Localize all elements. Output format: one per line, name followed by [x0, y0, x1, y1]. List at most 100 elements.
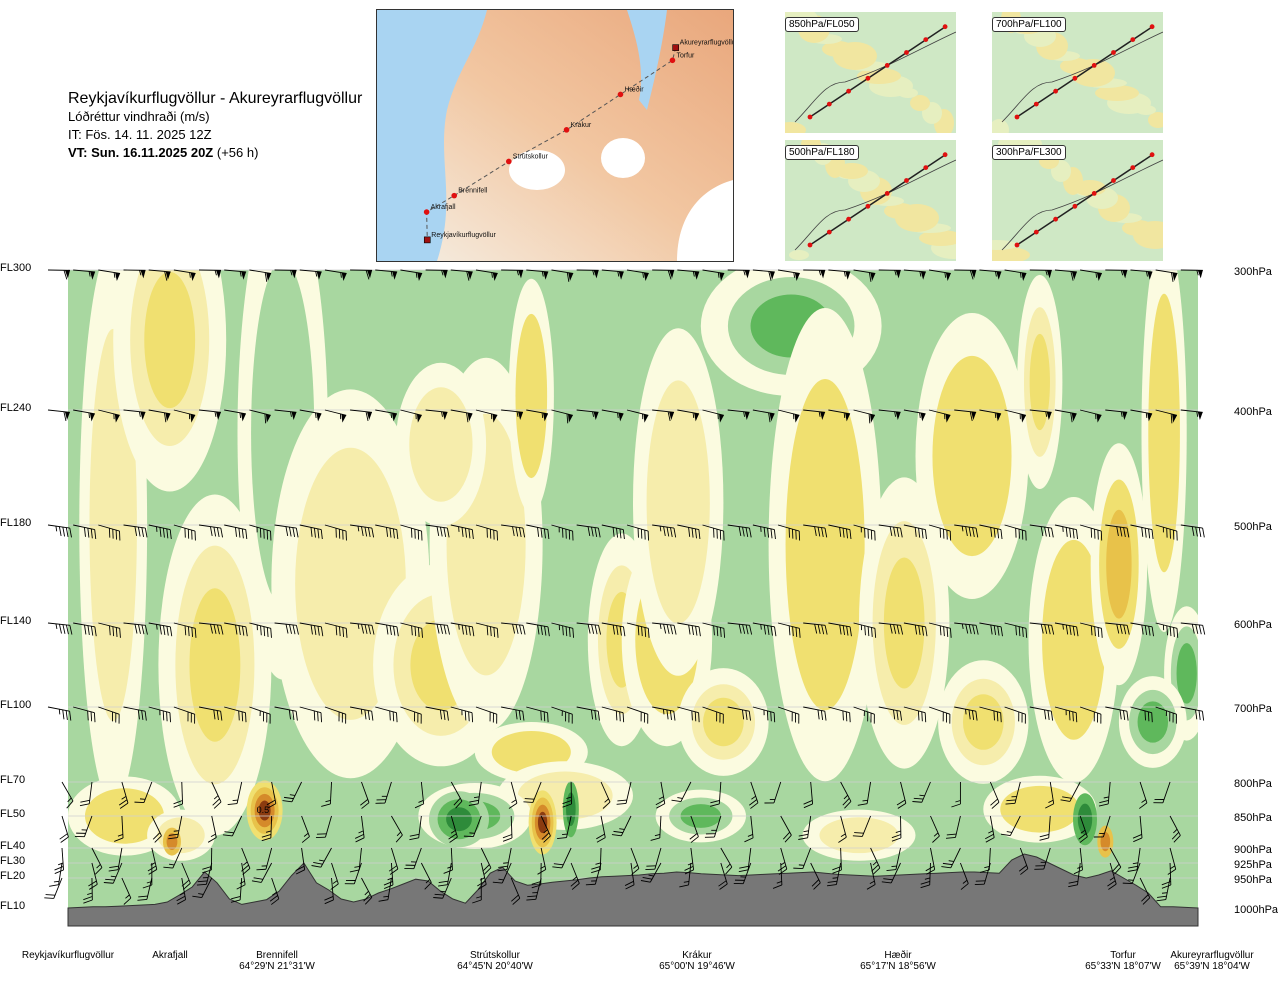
barb-400-6	[198, 409, 221, 421]
barb-950-13	[433, 877, 452, 899]
barb-300-22	[601, 269, 624, 280]
barb-300-31	[828, 269, 851, 280]
barb-300-7	[224, 269, 247, 280]
barb-800-27	[857, 781, 872, 806]
barb-500-3	[123, 524, 148, 538]
barb-800-34	[1060, 781, 1081, 802]
barb-900-23	[738, 847, 752, 873]
route-point-label: Akureyrarflugvöllur	[680, 40, 733, 47]
mini-map-waypoint	[1091, 191, 1097, 196]
route-point-label: Reykjavíkurflugvöllur	[431, 232, 496, 239]
barb-300-18	[501, 269, 524, 279]
barb-500-11	[324, 524, 347, 541]
barb-900-20	[645, 847, 662, 871]
barb-900-33	[1034, 847, 1051, 870]
barb-600-4	[148, 622, 173, 637]
barb-500-12	[350, 524, 375, 538]
barb-600-27	[727, 622, 753, 635]
barb-700-20	[551, 706, 573, 724]
barb-925-26	[826, 862, 842, 887]
barb-500-44	[1155, 524, 1178, 541]
terrain-profile	[67, 853, 1199, 927]
barb-700-13	[375, 706, 398, 723]
mini-map-waypoint	[884, 191, 890, 196]
barb-300-24	[652, 269, 675, 280]
mini-map-waypoint	[1072, 75, 1078, 81]
mini-map-route	[1016, 26, 1153, 118]
barb-800-1	[79, 781, 93, 807]
barb-400-32	[853, 409, 876, 424]
barb-300-45	[1180, 269, 1203, 279]
barb-400-9	[274, 409, 297, 421]
barb-300-36	[954, 269, 977, 280]
lead-time: (+56 h)	[216, 145, 259, 160]
barb-850-32	[1000, 815, 1021, 837]
barb-800-3	[134, 781, 153, 803]
barb-800-37	[1153, 781, 1171, 804]
barb-925-2	[103, 862, 123, 884]
barb-850-12	[409, 815, 422, 841]
glacier-3	[677, 180, 733, 261]
mini-map-coast	[1001, 31, 1163, 123]
barb-700-4	[148, 706, 171, 723]
barb-400-31	[828, 409, 851, 422]
barb-850-15	[502, 815, 513, 842]
barb-600-12	[350, 622, 375, 635]
barb-500-36	[954, 524, 979, 538]
barb-600-34	[903, 622, 928, 637]
barb-600-35	[928, 622, 952, 638]
barb-850-20	[650, 815, 662, 841]
barb-300-34	[903, 269, 926, 280]
barb-300-28	[752, 269, 775, 281]
mini-map-waypoint	[942, 24, 948, 30]
barb-500-0	[47, 524, 72, 538]
barb-500-40	[1054, 524, 1078, 540]
route-point-label: Krákur	[571, 122, 592, 129]
barb-600-21	[576, 622, 602, 635]
barb-300-30	[803, 269, 826, 279]
barb-300-3	[123, 269, 146, 279]
mini-map-waypoint	[1033, 229, 1039, 235]
route-point-label: Akrafjall	[431, 204, 456, 211]
barb-700-1	[73, 706, 96, 723]
barb-300-26	[702, 269, 725, 282]
barb-300-44	[1155, 269, 1178, 282]
barb-500-15	[425, 524, 450, 538]
barb-800-7	[266, 781, 277, 809]
glacier-2	[601, 138, 645, 178]
barb-950-0	[44, 877, 63, 899]
barb-850-36	[1132, 815, 1143, 843]
barb-900-2	[108, 847, 123, 872]
barb-850-6	[222, 815, 243, 837]
barb-300-16	[450, 269, 473, 281]
barb-700-29	[777, 706, 800, 724]
barb-500-22	[601, 524, 625, 540]
barb-900-37	[1167, 847, 1177, 875]
barb-300-21	[576, 269, 599, 279]
barb-925-36	[1122, 862, 1141, 884]
valid-time: VT: Sun. 16.11.2025 20Z	[68, 145, 214, 160]
barb-800-25	[803, 781, 814, 809]
mini-map-shade	[833, 42, 877, 70]
mini-map-shade	[1136, 105, 1156, 115]
barb-700-44	[1155, 706, 1177, 724]
barb-400-1	[73, 409, 95, 422]
barb-500-8	[249, 524, 272, 541]
barb-400-8	[249, 409, 271, 424]
barb-925-5	[196, 862, 213, 886]
mini-map-waypoint	[1130, 165, 1136, 170]
barb-500-13	[375, 524, 399, 540]
barb-400-25	[677, 409, 700, 422]
route-map: Akureyrarflugvöllur Torfur Hæðir Krákur Strú…	[376, 9, 734, 262]
barb-600-7	[224, 622, 248, 637]
barb-300-5	[173, 269, 196, 282]
mini-map-waypoint	[846, 216, 851, 222]
barb-400-45	[1180, 409, 1203, 421]
barb-400-40	[1054, 409, 1077, 423]
barb-300-14	[400, 269, 423, 282]
route-point-label: Strútskollur	[513, 153, 549, 160]
mini-map-coast	[794, 159, 956, 251]
barb-600-37	[979, 622, 1003, 637]
barb-850-11	[391, 815, 403, 843]
barb-300-4	[148, 269, 171, 281]
